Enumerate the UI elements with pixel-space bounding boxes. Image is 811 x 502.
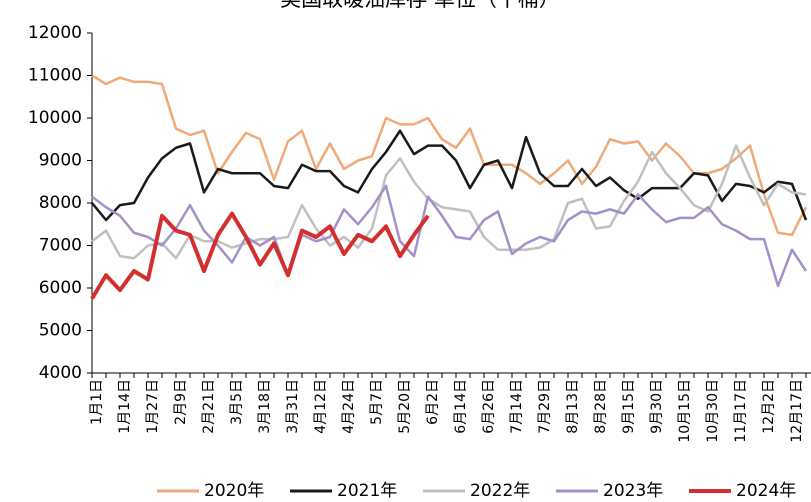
x-tick-label: 2月21日 [201,379,217,434]
y-tick-label: 5000 [39,321,82,341]
y-tick-label: 6000 [39,278,82,298]
x-tick-label: 3月18日 [257,379,273,434]
legend-label: 2020年 [204,481,264,501]
x-tick-label: 9月30日 [649,379,665,434]
x-tick-label: 1月1日 [89,379,105,425]
x-tick-label: 8月13日 [565,379,581,434]
x-tick-label: 7月29日 [537,379,553,434]
x-tick-label: 4月24日 [341,379,357,434]
x-tick-label: 6月2日 [425,379,441,425]
legend-label: 2023年 [603,481,663,501]
x-tick-label: 12月17日 [789,379,805,443]
x-tick-label: 10月15日 [677,379,693,443]
x-tick-label: 9月15日 [621,379,637,434]
y-tick-label: 8000 [39,193,82,213]
x-tick-label: 10月30日 [705,379,721,443]
x-tick-label: 4月12日 [313,379,329,434]
legend-label: 2024年 [736,481,796,501]
series-line [91,74,808,237]
y-tick-label: 9000 [39,151,82,171]
x-tick-label: 6月14日 [453,379,469,434]
x-tick-label: 6月26日 [481,379,497,434]
y-tick-label: 4000 [39,363,82,383]
y-tick-label: 7000 [39,236,82,256]
series-line [90,211,430,300]
y-tick-label: 11000 [28,66,82,86]
x-tick-label: 1月14日 [117,379,133,434]
x-tick-label: 3月31日 [285,379,301,434]
series-line [91,144,807,260]
x-tick-label: 3月5日 [229,379,245,425]
legend-label: 2021年 [337,481,397,501]
series-line [91,129,808,222]
x-tick-label: 5月7日 [369,379,385,425]
x-tick-label: 7月14日 [509,379,525,434]
x-tick-label: 2月9日 [173,379,189,425]
x-tick-label: 5月20日 [397,379,413,434]
x-tick-label: 1月27日 [145,379,161,434]
y-tick-label: 12000 [28,23,82,43]
x-tick-label: 12月2日 [761,379,777,434]
y-tick-label: 10000 [28,108,82,128]
series-line [91,184,808,288]
legend-label: 2022年 [470,481,530,501]
chart-title: 美国取暖油库存 单位（千桶） [280,0,560,11]
x-tick-label: 8月28日 [593,379,609,434]
x-tick-label: 11月17日 [733,379,749,443]
